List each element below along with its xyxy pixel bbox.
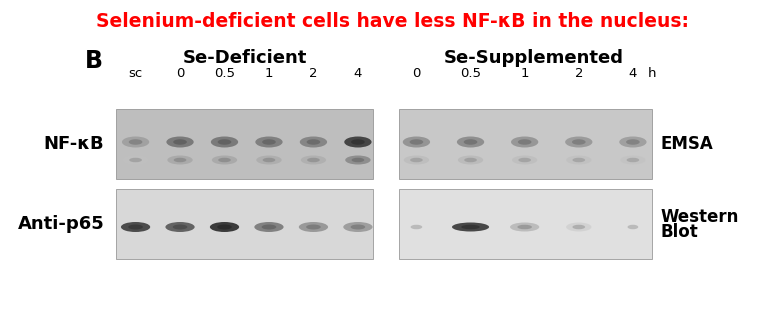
Ellipse shape <box>166 136 194 147</box>
Ellipse shape <box>410 158 423 162</box>
Ellipse shape <box>350 225 365 230</box>
Ellipse shape <box>173 225 187 230</box>
Ellipse shape <box>129 158 142 162</box>
Ellipse shape <box>129 225 143 230</box>
Ellipse shape <box>565 136 592 147</box>
Text: Selenium-deficient cells have less NF-κB in the nucleus:: Selenium-deficient cells have less NF-κB… <box>96 12 688 31</box>
Text: 4: 4 <box>353 67 362 80</box>
Ellipse shape <box>218 139 231 145</box>
Ellipse shape <box>572 158 585 162</box>
Ellipse shape <box>464 158 477 162</box>
Ellipse shape <box>168 156 193 164</box>
Ellipse shape <box>343 222 373 232</box>
Ellipse shape <box>627 225 638 229</box>
Text: 2: 2 <box>309 67 317 80</box>
Ellipse shape <box>212 156 237 164</box>
Text: 4: 4 <box>629 67 637 80</box>
Ellipse shape <box>619 136 646 147</box>
Ellipse shape <box>299 222 328 232</box>
Ellipse shape <box>307 158 320 162</box>
Ellipse shape <box>620 156 646 164</box>
Text: 0: 0 <box>412 67 421 80</box>
Ellipse shape <box>626 139 640 145</box>
Bar <box>399 189 653 259</box>
Ellipse shape <box>404 156 429 164</box>
Ellipse shape <box>566 222 591 232</box>
Ellipse shape <box>409 139 423 145</box>
Ellipse shape <box>511 136 539 147</box>
Ellipse shape <box>262 225 276 230</box>
Ellipse shape <box>352 158 364 162</box>
Text: NF-κB: NF-κB <box>44 135 104 153</box>
Bar <box>116 189 373 259</box>
Text: Blot: Blot <box>660 223 698 241</box>
Text: 1: 1 <box>265 67 273 80</box>
Ellipse shape <box>518 139 532 145</box>
Ellipse shape <box>519 158 531 162</box>
Ellipse shape <box>262 139 276 145</box>
Ellipse shape <box>405 222 428 232</box>
Text: EMSA: EMSA <box>660 135 713 153</box>
Ellipse shape <box>306 225 321 230</box>
Ellipse shape <box>351 139 365 145</box>
Ellipse shape <box>129 139 142 145</box>
Ellipse shape <box>517 225 532 229</box>
Ellipse shape <box>458 156 483 164</box>
Ellipse shape <box>165 222 194 232</box>
Ellipse shape <box>622 222 643 232</box>
Ellipse shape <box>121 222 150 232</box>
Ellipse shape <box>300 136 327 147</box>
Ellipse shape <box>173 139 187 145</box>
Ellipse shape <box>123 156 148 164</box>
Ellipse shape <box>457 136 484 147</box>
Ellipse shape <box>411 225 422 229</box>
Text: Western: Western <box>660 208 738 226</box>
Ellipse shape <box>254 222 284 232</box>
Ellipse shape <box>218 158 231 162</box>
Ellipse shape <box>345 156 370 164</box>
Text: sc: sc <box>129 67 143 80</box>
Ellipse shape <box>301 156 326 164</box>
Ellipse shape <box>174 158 187 162</box>
Ellipse shape <box>566 156 591 164</box>
Text: 2: 2 <box>575 67 583 80</box>
Text: 0.5: 0.5 <box>214 67 235 80</box>
Ellipse shape <box>210 222 239 232</box>
Ellipse shape <box>464 139 477 145</box>
Text: h: h <box>648 67 656 80</box>
Ellipse shape <box>122 136 149 147</box>
Text: 0: 0 <box>176 67 184 80</box>
Bar <box>116 109 373 179</box>
Ellipse shape <box>512 156 537 164</box>
Ellipse shape <box>461 225 480 229</box>
Ellipse shape <box>572 225 585 229</box>
Text: 1: 1 <box>520 67 529 80</box>
Ellipse shape <box>510 222 539 232</box>
Ellipse shape <box>262 158 275 162</box>
Bar <box>399 109 653 179</box>
Text: 0.5: 0.5 <box>460 67 481 80</box>
Ellipse shape <box>307 139 321 145</box>
Ellipse shape <box>217 225 232 230</box>
Ellipse shape <box>572 139 586 145</box>
Text: Se-Supplemented: Se-Supplemented <box>444 49 623 67</box>
Ellipse shape <box>256 136 282 147</box>
Text: Se-Deficient: Se-Deficient <box>183 49 307 67</box>
Ellipse shape <box>402 136 430 147</box>
Ellipse shape <box>344 136 372 147</box>
Ellipse shape <box>256 156 282 164</box>
Text: B: B <box>85 49 103 73</box>
Ellipse shape <box>627 158 640 162</box>
Ellipse shape <box>211 136 238 147</box>
Ellipse shape <box>452 222 489 232</box>
Text: Anti-p65: Anti-p65 <box>18 215 104 233</box>
